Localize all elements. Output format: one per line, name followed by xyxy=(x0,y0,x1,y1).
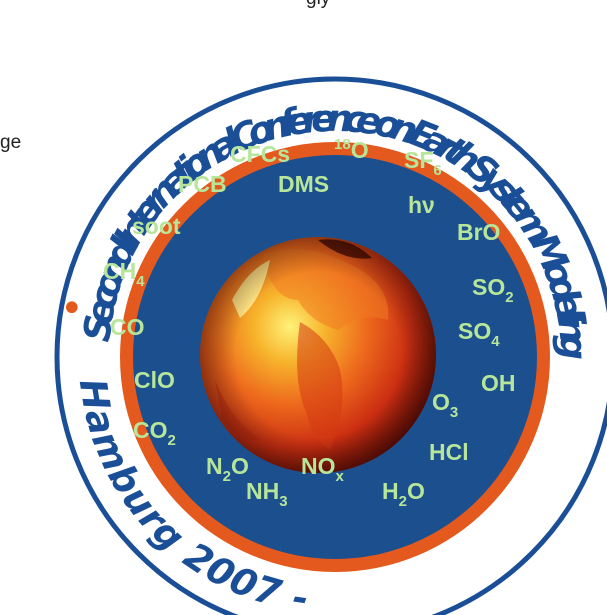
chem-nox: NOx xyxy=(301,453,345,485)
earth-globe-image xyxy=(200,237,436,473)
chem-oh: OH xyxy=(481,370,516,396)
chem-so4: SO4 xyxy=(458,318,500,350)
chem-nh3: NH3 xyxy=(246,478,288,510)
chem-clo: ClO xyxy=(134,367,175,393)
chem-h2o: H2O xyxy=(382,478,425,510)
chem-soot: soot xyxy=(132,213,181,239)
cropped-top-text: gly xyxy=(306,0,330,10)
chem-18o: 18O xyxy=(334,136,369,163)
chem-n2o: N2O xyxy=(206,453,249,485)
chem-o3: O3 xyxy=(432,389,458,421)
chem-ch4: CH4 xyxy=(103,258,145,290)
chem-cfcs: CFCs xyxy=(230,141,290,167)
chem-so2: SO2 xyxy=(472,274,514,306)
chem-bro: BrO xyxy=(457,219,500,245)
chem-sf6: SF6 xyxy=(404,147,442,179)
ring-separator-dot: • xyxy=(60,286,84,332)
chem-co2: CO2 xyxy=(133,417,176,449)
chem-dms: DMS xyxy=(278,171,329,197)
left-cropped-text: ge xyxy=(0,132,22,153)
chem-co: CO xyxy=(110,314,145,340)
chemical-labels: CFCs 18O PCB DMS SF6 hν soot BrO CH4 SO2… xyxy=(103,136,516,510)
chem-pcb: PCB xyxy=(178,171,227,197)
chem-hv: hν xyxy=(408,192,435,218)
chem-hcl: HCl xyxy=(429,439,469,465)
